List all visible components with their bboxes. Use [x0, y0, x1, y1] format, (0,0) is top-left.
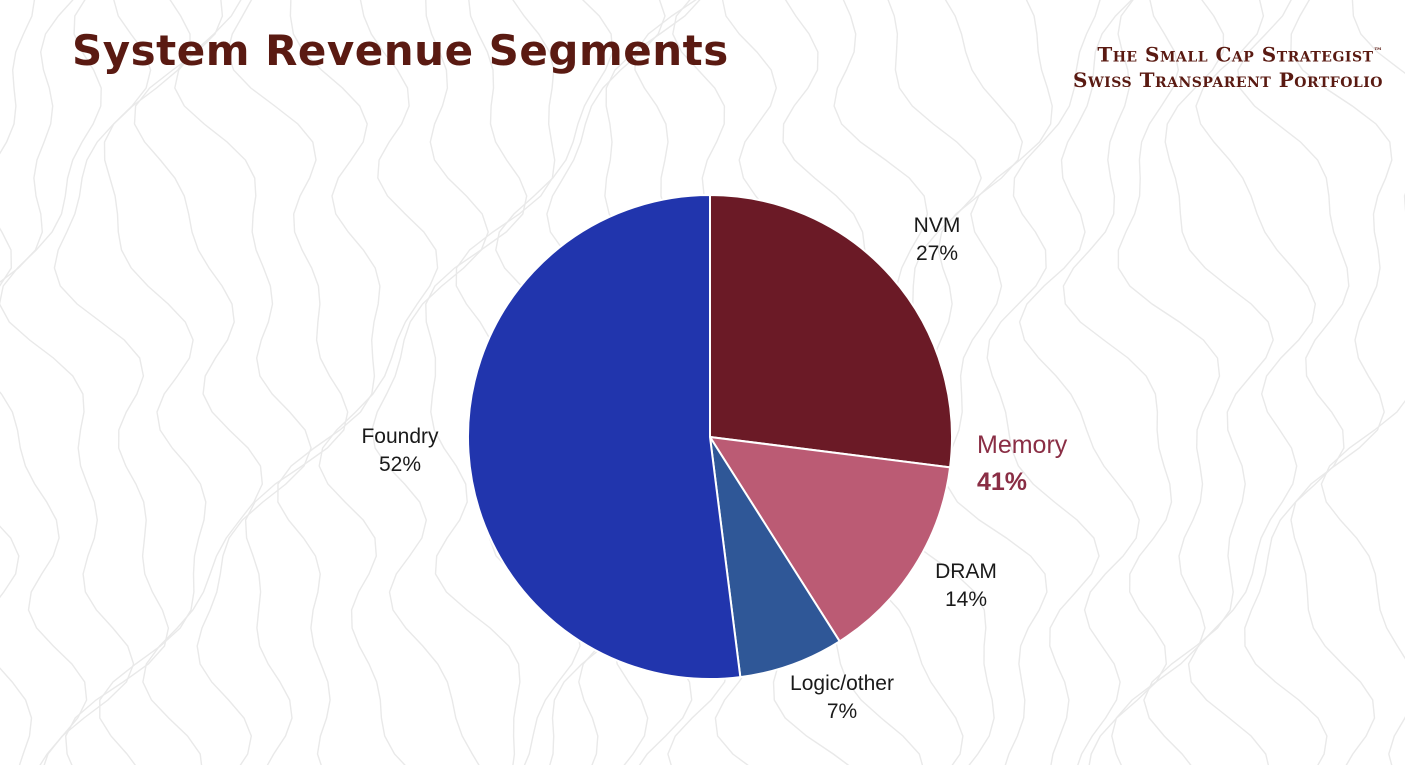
- contour-line: [986, 0, 1101, 765]
- pie-slice-foundry: [467, 193, 742, 680]
- pie-slice-dram: [708, 435, 952, 643]
- brand-logo: The Small Cap Strategist™ Swiss Transpar…: [1073, 40, 1383, 93]
- group-annotation-value: 41%: [977, 468, 1027, 496]
- contour-line: [174, 0, 312, 765]
- contour-line: [0, 0, 88, 765]
- slice-value: 14%: [945, 588, 987, 611]
- contour-line: [99, 0, 207, 765]
- slice-label-dram: DRAM 14%: [935, 560, 997, 611]
- pie-slice-logic-other: [709, 436, 842, 679]
- contour-line: [1111, 0, 1221, 765]
- brand-name: The Small Cap Strategist™: [1073, 40, 1383, 68]
- group-annotation-name: Memory: [977, 431, 1068, 459]
- pie-labels: NVM 27% DRAM 14% Logic/other 7% Foundry 52% Memo…: [361, 214, 1067, 723]
- contour-line: [1187, 0, 1317, 765]
- contour-line: [425, 0, 528, 765]
- contour-line: [277, 0, 381, 765]
- pie-slice-nvm: [709, 193, 953, 469]
- contour-line: [133, 0, 264, 765]
- contour-line: [0, 0, 36, 765]
- contour-line: [226, 0, 349, 765]
- group-annotation-memory: Memory 41%: [977, 431, 1068, 496]
- contour-line: [1018, 0, 1140, 765]
- contour-line: [1320, 0, 1405, 765]
- slice-name: DRAM: [935, 560, 997, 583]
- contour-line: [0, 0, 135, 765]
- slice-name: Foundry: [361, 425, 439, 448]
- slice-name: Logic/other: [790, 672, 894, 695]
- slice-value: 27%: [916, 242, 958, 265]
- contour-line: [1237, 0, 1350, 765]
- brand-name-text: The Small Cap Strategist: [1097, 42, 1374, 67]
- slice-value: 52%: [379, 453, 421, 476]
- slice-label-logic-other: Logic/other 7%: [790, 672, 894, 723]
- pie-slices: [467, 193, 953, 680]
- page-title: System Revenue Segments: [72, 26, 729, 75]
- contour-line: [318, 0, 439, 765]
- contour-line: [1290, 0, 1393, 765]
- contour-line: [1143, 0, 1274, 765]
- slice-value: 7%: [827, 700, 857, 723]
- contour-line: [945, 0, 1053, 765]
- slice-label-nvm: NVM 27%: [914, 214, 961, 265]
- slice-name: NVM: [914, 214, 961, 237]
- contour-line: [1062, 0, 1173, 765]
- trademark-mark: ™: [1373, 47, 1383, 57]
- contour-line: [371, 0, 489, 765]
- slice-label-foundry: Foundry 52%: [361, 425, 439, 476]
- brand-subtitle: Swiss Transparent Portfolio: [1073, 67, 1383, 92]
